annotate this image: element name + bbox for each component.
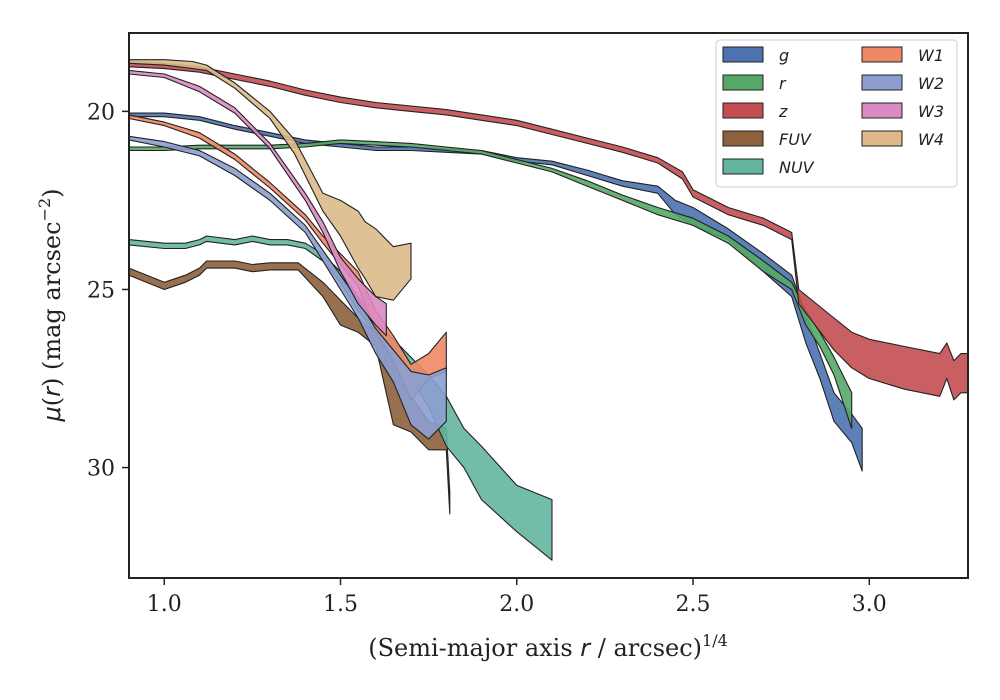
y-axis-label-mu: μ	[38, 406, 66, 422]
series-band-w2	[128, 135, 447, 440]
series-band-nuv	[128, 235, 553, 561]
legend-swatch	[722, 130, 764, 147]
legend-swatch	[861, 74, 903, 91]
y-axis-label-close: )	[38, 188, 66, 197]
legend-item-w1: W1	[861, 46, 944, 65]
y-axis-label-exponent: −2	[35, 198, 54, 222]
x-tick-label: 3.0	[852, 592, 887, 617]
legend: grz FUV NUV W1 W2 W3 W4	[715, 39, 958, 188]
y-tick-label: 25	[87, 278, 115, 303]
series-band-r	[128, 139, 853, 429]
legend-items: grz FUV NUV W1 W2 W3 W4	[722, 46, 944, 177]
plot-frame	[128, 32, 969, 579]
x-tick-label: 2.5	[676, 592, 711, 617]
x-axis-label-exponent: 1/4	[702, 631, 728, 650]
series-band-fuv	[128, 260, 451, 515]
legend-item-r: r	[722, 74, 787, 93]
x-axis-label: (Semi-major axis r / arcsec)1/4	[368, 631, 728, 662]
legend-swatch	[861, 46, 903, 63]
legend-swatch	[722, 74, 764, 91]
legend-item-w3: W3	[861, 102, 944, 121]
legend-label: z	[778, 102, 788, 121]
legend-label: r	[779, 74, 787, 93]
legend-label: g	[779, 46, 789, 65]
x-axis-label-variable: r	[580, 634, 592, 662]
series-band-w3	[128, 69, 387, 337]
tick-layer: 1.0 1.5 2.0 2.5 3.0 20 25 30	[87, 100, 887, 617]
legend-item-nuv: NUV	[722, 158, 815, 177]
y-axis-label: μ(r) (mag arcsec−2)	[35, 188, 66, 422]
x-tick-label: 1.0	[147, 592, 182, 617]
x-tick-label: 2.0	[499, 592, 534, 617]
legend-item-z: z	[722, 102, 788, 121]
y-axis-label-variable: r	[38, 385, 66, 397]
legend-item-fuv: FUV	[722, 130, 812, 149]
legend-label: W2	[918, 74, 944, 93]
y-tick-label: 30	[87, 457, 115, 482]
legend-label: W4	[918, 130, 944, 149]
legend-label: FUV	[779, 130, 812, 149]
legend-swatch	[722, 46, 764, 63]
legend-label: W3	[918, 102, 944, 121]
legend-swatch	[722, 102, 764, 119]
y-tick-label: 20	[87, 100, 115, 125]
legend-swatch	[861, 102, 903, 119]
legend-label: NUV	[779, 158, 815, 177]
series-layer	[128, 59, 969, 561]
legend-item-w4: W4	[861, 130, 944, 149]
legend-item-w2: W2	[861, 74, 944, 93]
legend-item-g: g	[722, 46, 789, 65]
legend-swatch	[861, 130, 903, 147]
x-tick-label: 1.5	[323, 592, 358, 617]
series-band-w4	[128, 59, 412, 301]
legend-label: W1	[918, 46, 944, 65]
legend-swatch	[722, 158, 764, 175]
